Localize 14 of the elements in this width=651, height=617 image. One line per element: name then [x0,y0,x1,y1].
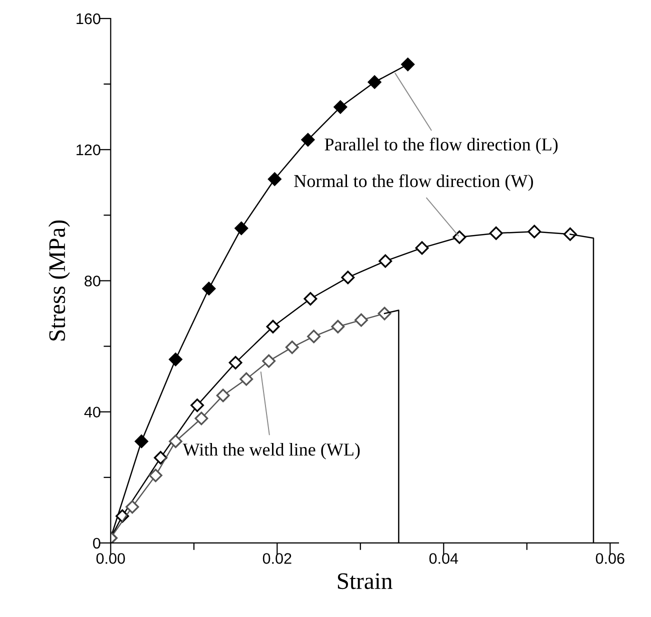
x-tick-label: 0.00 [96,553,125,564]
annotation: With the weld line (WL) [182,442,360,460]
y-tick-label: 0 [93,538,100,549]
annotation: Parallel to the flow direction (L) [324,138,558,154]
y-tick-label: 80 [84,276,100,286]
y-tick-label: 120 [76,144,100,156]
x-tick-label: 0.04 [429,553,458,564]
y-tick-label: 160 [76,13,100,24]
x-tick-label: 0.06 [596,553,624,564]
annotation: Normal to the flow direction (W) [294,174,533,191]
y-tick-label: 40 [84,406,100,418]
x-axis-title: Strain [338,573,392,590]
x-tick-label: 0.02 [262,553,292,564]
y-axis-title: Stress (MPa) [48,220,70,340]
